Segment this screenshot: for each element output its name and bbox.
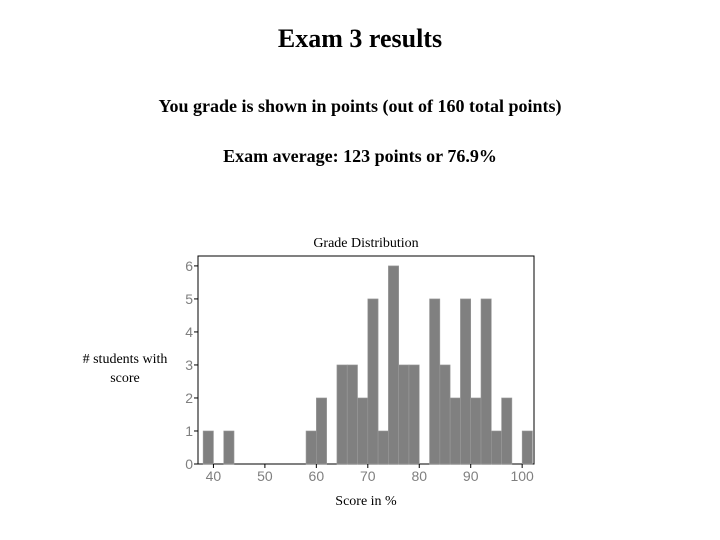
x-tick-label: 90 (463, 468, 479, 484)
histogram-bar (429, 298, 441, 465)
histogram-bar (223, 430, 235, 465)
histogram-bar (460, 298, 472, 465)
histogram-bar (470, 397, 482, 465)
chart-title: Grade Distribution (313, 236, 419, 251)
y-tick-label: 6 (185, 258, 193, 274)
histogram-bar (202, 430, 214, 465)
histogram-bar (346, 364, 358, 465)
exam-average-text: Exam average: 123 points or 76.9% (223, 146, 497, 166)
histogram-bar (388, 265, 399, 465)
histogram-bar (408, 364, 420, 465)
y-axis-label: # students with score (82, 352, 168, 386)
y-tick-label: 0 (185, 456, 193, 472)
histogram-bar (439, 364, 451, 465)
histogram-bar (501, 397, 513, 465)
x-axis-label: Score in % (335, 494, 397, 509)
y-tick-label: 2 (185, 390, 193, 406)
histogram-bar (398, 364, 410, 465)
histogram-bar (480, 298, 492, 465)
histogram-bar (357, 397, 369, 465)
y-tick-label: 1 (185, 423, 193, 439)
histogram-bar (521, 430, 533, 465)
grade-info-text: You grade is shown in points (out of 160… (158, 96, 562, 116)
histogram-bar (305, 430, 317, 465)
histogram-bar (449, 397, 461, 465)
x-tick-label: 50 (257, 468, 273, 484)
histogram-bar (316, 397, 327, 465)
histogram-bar (367, 298, 379, 465)
x-tick-label: 40 (206, 468, 222, 484)
histogram-bar (336, 364, 348, 465)
y-tick-label: 3 (185, 357, 193, 373)
x-tick-label: 100 (510, 468, 534, 484)
y-tick-label: 5 (185, 291, 193, 307)
histogram-bar (377, 430, 389, 465)
x-tick-label: 80 (411, 468, 427, 484)
y-tick-label: 4 (185, 324, 193, 340)
page-title: Exam 3 results (277, 24, 443, 53)
x-tick-label: 60 (309, 468, 325, 484)
x-tick-label: 70 (360, 468, 376, 484)
histogram-bar (490, 430, 502, 465)
